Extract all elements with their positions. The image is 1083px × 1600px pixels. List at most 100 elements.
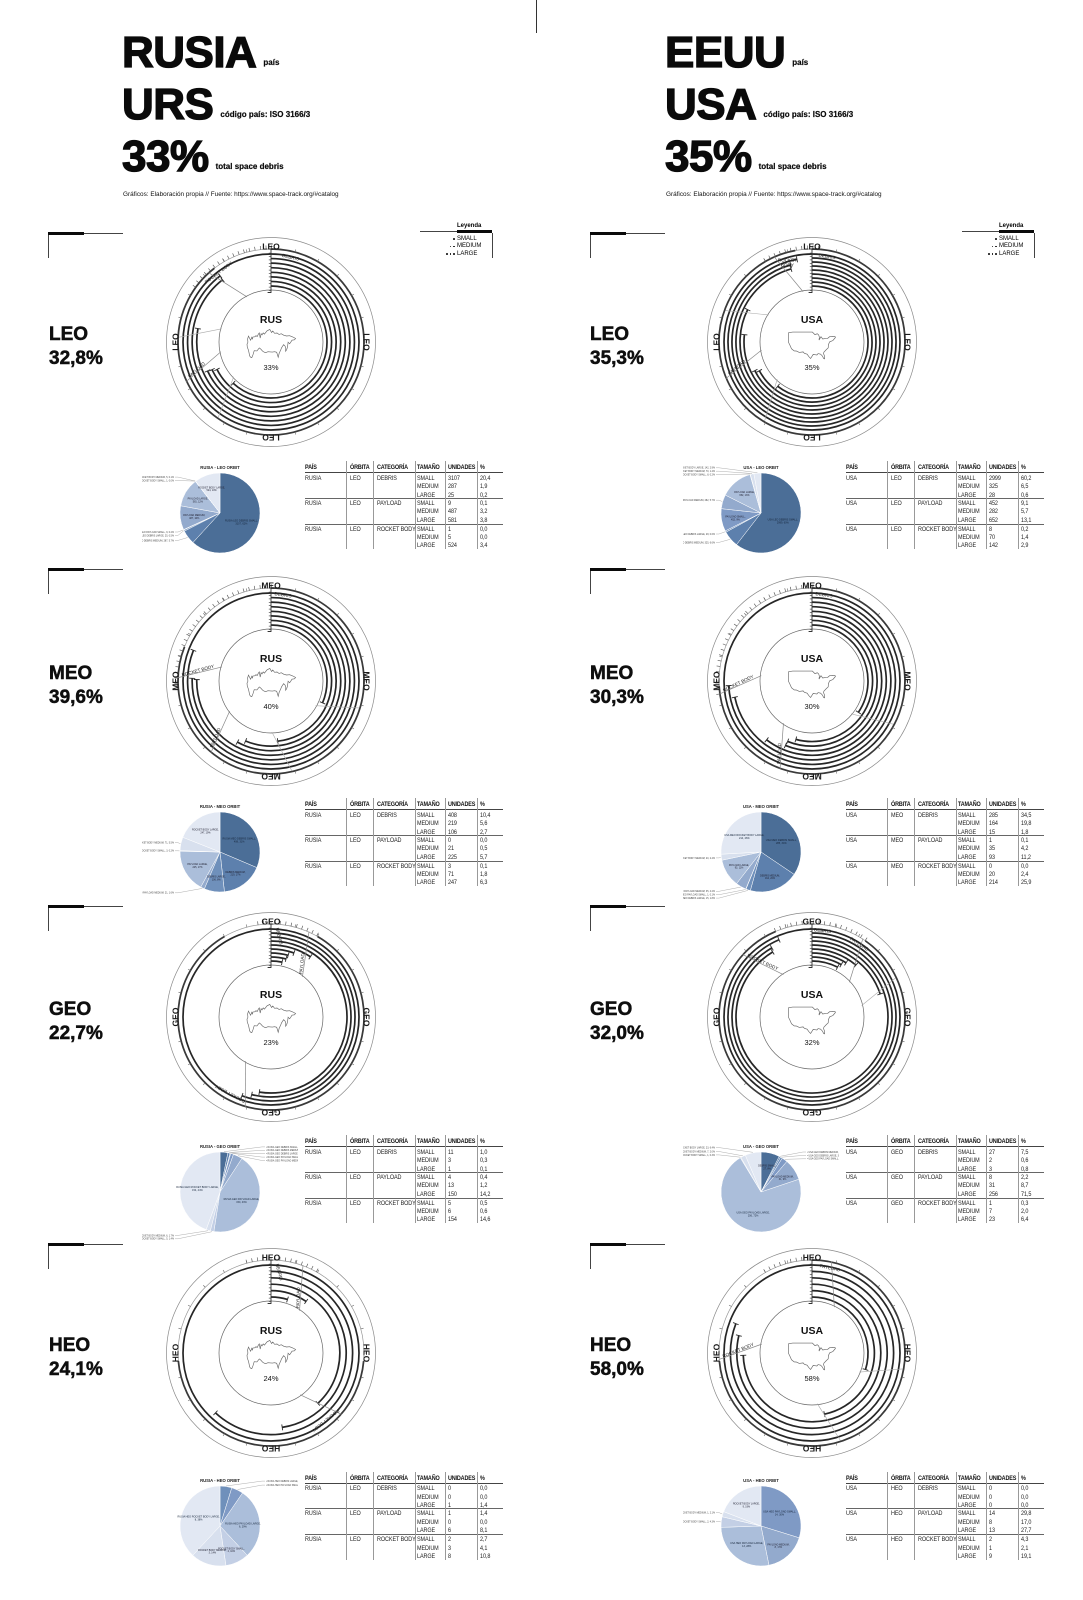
- svg-text:USA - LEO ORBIT: USA - LEO ORBIT: [743, 465, 779, 470]
- svg-text:DEBRIS: DEBRIS: [282, 253, 300, 262]
- svg-text:DEBRIS: DEBRIS: [275, 1263, 284, 1281]
- svg-text:• USA MEO ROCKET BODY MEDIUM,: • USA MEO ROCKET BODY MEDIUM, 20, 2.4%: [683, 857, 715, 860]
- svg-text:• RUSIA LEO ROCKET BODY SMALL,: • RUSIA LEO ROCKET BODY SMALL, 1, 0.0%: [142, 479, 174, 482]
- svg-text:• RUSIA MEO ROCKET BODY MEDIUM: • RUSIA MEO ROCKET BODY MEDIUM, 71, 5.5%: [142, 842, 174, 845]
- svg-text:• RUSIA LEO ROCKET BODY MEDIUM: • RUSIA LEO ROCKET BODY MEDIUM, 5, 0.1%: [142, 476, 174, 479]
- svg-text:PAYLOAD MEDIUM,8, 17%: PAYLOAD MEDIUM, 8, 17%: [767, 1543, 789, 1549]
- svg-text:RUSIA - MEO ORBIT: RUSIA - MEO ORBIT: [200, 804, 241, 809]
- svg-text:USA LEO DEBRIS SMALL,2999, 60%: USA LEO DEBRIS SMALL, 2999, 60%: [768, 518, 799, 524]
- svg-text:LEO: LEO: [262, 432, 280, 442]
- svg-text:ROCKET BODY LARGE,524, 10%: ROCKET BODY LARGE, 524, 10%: [198, 486, 225, 492]
- svg-text:• USA GEO PAYLOAD SMALL, 8, 2.: • USA GEO PAYLOAD SMALL, 8, 2.2%: [807, 1157, 839, 1160]
- svg-text:• USA HEO ROCKET BODY MEDIUM,: • USA HEO ROCKET BODY MEDIUM, 1, 2.1%: [683, 1512, 715, 1515]
- svg-text:DEBRIS: DEBRIS: [815, 591, 833, 598]
- svg-text:• RUSIA MEO ROCKET BODY SMALL,: • RUSIA MEO ROCKET BODY SMALL, 3, 0.2%: [142, 850, 174, 853]
- svg-text:LEO: LEO: [712, 333, 722, 351]
- svg-text:HEO: HEO: [802, 1443, 821, 1453]
- svg-text:RUSIA HEO PAYLOAD LARGE,6, 29%: RUSIA HEO PAYLOAD LARGE, 6, 29%: [225, 1522, 261, 1528]
- svg-text:RUSIA - HEO ORBIT: RUSIA - HEO ORBIT: [200, 1478, 240, 1483]
- svg-text:PAYLOAD LARGE,652, 13%: PAYLOAD LARGE, 652, 13%: [734, 491, 755, 497]
- svg-text:ROCKET BODY: ROCKET BODY: [722, 1342, 755, 1359]
- svg-text:• USA LEO ROCKET BODY MEDIUM,: • USA LEO ROCKET BODY MEDIUM, 70, 1.4%: [683, 470, 715, 473]
- svg-text:LEO: LEO: [262, 242, 280, 252]
- svg-text:PAYLOAD LARGE,581, 12%: PAYLOAD LARGE, 581, 12%: [188, 498, 209, 504]
- svg-text:• USA MEO PAYLOAD MEDIUM, 35,: • USA MEO PAYLOAD MEDIUM, 35, 4.2%: [683, 890, 715, 893]
- svg-text:• USA GEO DEBRIS LARGE, 3, 0.8: • USA GEO DEBRIS LARGE, 3, 0.8%: [807, 1154, 839, 1157]
- svg-text:MEO: MEO: [361, 671, 371, 691]
- svg-text:GEO: GEO: [803, 917, 822, 927]
- svg-text:MEO: MEO: [712, 671, 722, 691]
- svg-text:ROCKET BODY MEDIUM,3, 14%: ROCKET BODY MEDIUM, 3, 14%: [198, 1549, 227, 1555]
- svg-text:LEO: LEO: [803, 432, 821, 442]
- svg-text:PAYLOAD SMALL,452, 9%: PAYLOAD SMALL, 452, 9%: [725, 516, 745, 522]
- svg-text:• RUSIA GEO DEBRIS SMALL, 11,: • RUSIA GEO DEBRIS SMALL, 11, 3.2%: [266, 1145, 298, 1148]
- svg-text:LEO: LEO: [171, 333, 181, 351]
- svg-text:USA: USA: [801, 314, 824, 326]
- svg-text:GEO: GEO: [361, 1008, 371, 1027]
- svg-text:58%: 58%: [804, 1374, 819, 1383]
- svg-text:40%: 40%: [263, 702, 278, 711]
- svg-text:PAYLOAD: PAYLOAD: [295, 1287, 301, 1309]
- svg-text:MEO: MEO: [261, 581, 281, 591]
- svg-text:RUS: RUS: [260, 653, 282, 665]
- svg-text:LEO: LEO: [902, 333, 912, 351]
- svg-text:• RUSIA HEO DEBRIS LARGE, 1, 4: • RUSIA HEO DEBRIS LARGE, 1, 4.8%: [266, 1480, 298, 1483]
- svg-text:RUSIA GEO ROCKET BODY LARGE,15: RUSIA GEO ROCKET BODY LARGE, 154, 44%: [176, 1186, 219, 1192]
- svg-text:PAYLOAD: PAYLOAD: [819, 1263, 841, 1272]
- svg-text:GEO: GEO: [902, 1008, 912, 1027]
- svg-text:GEO: GEO: [712, 1007, 722, 1026]
- svg-text:HEO: HEO: [902, 1344, 912, 1363]
- svg-text:HEO: HEO: [361, 1344, 371, 1363]
- svg-text:USA - MEO ORBIT: USA - MEO ORBIT: [743, 804, 780, 809]
- svg-text:RUS: RUS: [260, 1325, 282, 1337]
- svg-text:HEO: HEO: [261, 1443, 280, 1453]
- svg-text:USA: USA: [801, 653, 824, 665]
- svg-text:USA - GEO ORBIT: USA - GEO ORBIT: [743, 1144, 779, 1149]
- svg-text:RUSIA LEO DEBRIS SMALL,3107, 6: RUSIA LEO DEBRIS SMALL, 3107, 62%: [225, 519, 258, 525]
- svg-text:GEO: GEO: [261, 1107, 280, 1117]
- svg-text:PAYLOAD LARGE,225, 17%: PAYLOAD LARGE, 225, 17%: [187, 863, 208, 869]
- svg-text:PAYLOAD LARGE,93, 11%: PAYLOAD LARGE, 93, 11%: [729, 864, 750, 870]
- svg-text:PAYLOAD MEDIUM,487, 10%: PAYLOAD MEDIUM, 487, 10%: [183, 514, 205, 520]
- svg-text:ROCKET BODY: ROCKET BODY: [181, 664, 214, 678]
- svg-text:DEBRIS SMALL,27, 8%: DEBRIS SMALL, 27, 8%: [758, 1164, 776, 1170]
- svg-text:• RUSIA LEO DEBRIS LARGE, 25,: • RUSIA LEO DEBRIS LARGE, 25, 0.5%: [142, 534, 174, 537]
- svg-text:• RUSIA HEO PAYLOAD SMALL, 1,: • RUSIA HEO PAYLOAD SMALL, 1, 4.8%: [266, 1484, 298, 1487]
- svg-text:• RUSIA GEO ROCKET BODY MEDIUM: • RUSIA GEO ROCKET BODY MEDIUM, 6, 1.7%: [142, 1234, 174, 1237]
- svg-text:USA: USA: [801, 1325, 824, 1337]
- svg-text:• USA LEO DEBRIS LARGE, 28, 0.: • USA LEO DEBRIS LARGE, 28, 0.6%: [683, 533, 715, 536]
- svg-text:HEO: HEO: [712, 1343, 722, 1362]
- svg-text:DEBRIS: DEBRIS: [818, 252, 836, 260]
- svg-text:USA - HEO ORBIT: USA - HEO ORBIT: [743, 1478, 779, 1483]
- svg-text:USA MEO DEBRIS SMALL,285, 34%: USA MEO DEBRIS SMALL, 285, 34%: [766, 839, 797, 845]
- svg-text:• USA LEO ROCKET BODY LARGE, 1: • USA LEO ROCKET BODY LARGE, 142, 2.9%: [683, 467, 715, 470]
- svg-text:33%: 33%: [263, 363, 278, 372]
- svg-text:• USA GEO ROCKET BODY LARGE, 2: • USA GEO ROCKET BODY LARGE, 23, 6.4%: [683, 1146, 715, 1149]
- svg-text:ROCKET BODY SMALL,2, 10%: ROCKET BODY SMALL, 2, 10%: [218, 1547, 245, 1553]
- svg-text:24%: 24%: [263, 1374, 278, 1383]
- svg-text:GEO: GEO: [802, 1107, 821, 1117]
- svg-text:DEBRIS MEDIUM,164, 20%: DEBRIS MEDIUM, 164, 20%: [760, 874, 780, 880]
- svg-text:RUSIA - GEO ORBIT: RUSIA - GEO ORBIT: [200, 1144, 241, 1149]
- svg-text:USA GEO PAYLOAD LARGE,256, 72%: USA GEO PAYLOAD LARGE, 256, 72%: [736, 1211, 770, 1217]
- svg-text:DEBRIS MEDIUM,219, 17%: DEBRIS MEDIUM, 219, 17%: [226, 871, 246, 877]
- svg-text:30%: 30%: [804, 702, 819, 711]
- svg-text:• USA MEO DEBRIS LARGE, 15, 1.: • USA MEO DEBRIS LARGE, 15, 1.8%: [683, 897, 715, 900]
- svg-text:MEO: MEO: [171, 671, 181, 691]
- svg-text:• USA GEO DEBRIS MEDIUM, 2, 0.: • USA GEO DEBRIS MEDIUM, 2, 0.6%: [807, 1150, 839, 1153]
- svg-text:32%: 32%: [804, 1038, 819, 1047]
- svg-text:DEBRIS: DEBRIS: [274, 591, 292, 598]
- svg-text:LEO: LEO: [361, 333, 371, 351]
- svg-text:PAYLOAD: PAYLOAD: [776, 742, 782, 764]
- svg-text:USA HEO PAYLOAD LARGE,13, 28%: USA HEO PAYLOAD LARGE, 13, 28%: [730, 1542, 763, 1548]
- svg-text:• RUSIA GEO DEBRIS LARGE, 1, 0: • RUSIA GEO DEBRIS LARGE, 1, 0.3%: [266, 1152, 298, 1155]
- svg-text:DEBRIS LARGE,106, 8%: DEBRIS LARGE, 106, 8%: [207, 876, 226, 882]
- svg-text:ROCKET BODY: ROCKET BODY: [746, 953, 778, 971]
- svg-text:• RUSIA MEO PAYLOAD MEDIUM, 21: • RUSIA MEO PAYLOAD MEDIUM, 21, 1.6%: [142, 892, 174, 895]
- svg-text:RUSIA - LEO ORBIT: RUSIA - LEO ORBIT: [200, 465, 240, 470]
- svg-text:• RUSIA GEO ROCKET BODY SMALL,: • RUSIA GEO ROCKET BODY SMALL, 5, 1.4%: [142, 1237, 174, 1240]
- svg-text:ROCKET BODY: ROCKET BODY: [722, 674, 754, 693]
- svg-text:• USA MEO PAYLOAD SMALL, 1, 0.: • USA MEO PAYLOAD SMALL, 1, 0.1%: [683, 894, 715, 897]
- svg-text:23%: 23%: [263, 1038, 278, 1047]
